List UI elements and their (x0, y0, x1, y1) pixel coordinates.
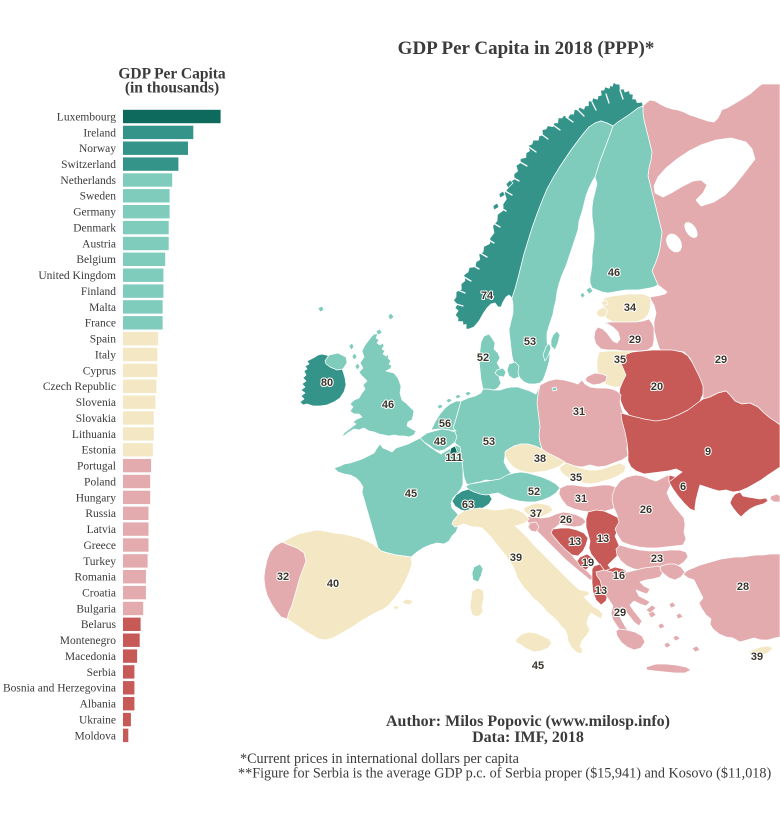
svg-text:40: 40 (327, 578, 339, 590)
svg-text:39: 39 (751, 651, 763, 663)
svg-text:Slovakia: Slovakia (76, 413, 116, 425)
svg-text:45: 45 (405, 488, 417, 500)
svg-text:Data: IMF, 2018: Data: IMF, 2018 (472, 729, 584, 746)
svg-text:Italy: Italy (95, 349, 116, 361)
svg-text:46: 46 (608, 267, 620, 279)
svg-text:Albania: Albania (80, 699, 116, 711)
svg-text:19: 19 (582, 557, 594, 569)
svg-text:Cyprus: Cyprus (83, 365, 117, 377)
svg-text:Portugal: Portugal (77, 461, 116, 473)
svg-text:53: 53 (524, 336, 536, 348)
svg-text:Russia: Russia (85, 508, 116, 520)
svg-text:Belarus: Belarus (81, 619, 117, 631)
svg-text:Hungary: Hungary (76, 492, 116, 504)
svg-text:31: 31 (573, 406, 585, 418)
svg-text:38: 38 (534, 453, 546, 465)
svg-text:20: 20 (651, 381, 663, 393)
svg-text:GDP Per Capita in 2018 (PPP)*: GDP Per Capita in 2018 (PPP)* (398, 38, 655, 59)
svg-text:26: 26 (560, 514, 572, 526)
svg-text:Poland: Poland (84, 476, 116, 488)
svg-text:9: 9 (705, 446, 711, 458)
svg-text:13: 13 (597, 533, 609, 545)
svg-text:Slovenia: Slovenia (76, 397, 116, 409)
svg-text:**Figure for Serbia is the ave: **Figure for Serbia is the average GDP p… (238, 766, 771, 782)
svg-text:Denmark: Denmark (73, 223, 116, 235)
svg-text:Montenegro: Montenegro (60, 635, 116, 647)
svg-text:Luxembourg: Luxembourg (57, 111, 116, 123)
svg-text:Moldova: Moldova (74, 730, 116, 742)
svg-text:Macedonia: Macedonia (65, 651, 116, 663)
svg-text:32: 32 (277, 571, 289, 583)
svg-text:46: 46 (382, 399, 394, 411)
svg-text:35: 35 (570, 472, 582, 484)
svg-text:39: 39 (510, 552, 522, 564)
svg-text:Sweden: Sweden (80, 191, 117, 203)
svg-text:(in thousands): (in thousands) (125, 80, 219, 97)
svg-text:France: France (85, 318, 116, 330)
svg-text:35: 35 (614, 354, 626, 366)
svg-text:Czech Republic: Czech Republic (43, 381, 116, 393)
svg-text:Bosnia and Herzegovina: Bosnia and Herzegovina (3, 683, 116, 695)
svg-text:Author: Milos Popovic (www.mil: Author: Milos Popovic (www.milosp.info) (386, 713, 670, 730)
svg-text:Latvia: Latvia (87, 524, 116, 536)
svg-text:13: 13 (595, 585, 607, 597)
svg-text:Finland: Finland (81, 286, 116, 298)
svg-text:United Kingdom: United Kingdom (38, 270, 116, 282)
svg-text:Bulgaria: Bulgaria (76, 603, 116, 615)
svg-text:Malta: Malta (89, 302, 116, 314)
svg-text:56: 56 (439, 418, 451, 430)
svg-text:53: 53 (483, 436, 495, 448)
svg-text:GDP Per Capita: GDP Per Capita (118, 66, 226, 83)
svg-text:16: 16 (613, 570, 625, 582)
svg-text:Romania: Romania (74, 572, 116, 584)
svg-text:Netherlands: Netherlands (60, 175, 116, 187)
svg-text:63: 63 (462, 499, 474, 511)
svg-text:Austria: Austria (82, 238, 116, 250)
svg-text:13: 13 (569, 536, 581, 548)
svg-text:74: 74 (481, 290, 494, 302)
svg-text:Switzerland: Switzerland (61, 159, 116, 171)
svg-text:23: 23 (651, 553, 663, 565)
svg-text:28: 28 (737, 581, 749, 593)
svg-text:31: 31 (575, 493, 587, 505)
svg-text:111: 111 (445, 452, 462, 464)
svg-text:Greece: Greece (83, 540, 116, 552)
svg-text:Ukraine: Ukraine (79, 715, 116, 727)
svg-text:48: 48 (434, 436, 446, 448)
svg-text:Serbia: Serbia (87, 667, 116, 679)
svg-text:Spain: Spain (90, 334, 116, 346)
svg-text:26: 26 (640, 504, 652, 516)
svg-text:6: 6 (680, 481, 686, 493)
svg-text:52: 52 (528, 486, 540, 498)
svg-text:Lithuania: Lithuania (72, 429, 116, 441)
svg-text:37: 37 (530, 508, 542, 520)
svg-text:*Current prices in internation: *Current prices in international dollars… (240, 751, 520, 767)
svg-text:Turkey: Turkey (83, 556, 116, 568)
svg-text:34: 34 (624, 302, 637, 314)
svg-text:Germany: Germany (73, 207, 116, 219)
svg-text:52: 52 (477, 352, 489, 364)
svg-text:29: 29 (629, 334, 641, 346)
svg-text:80: 80 (321, 377, 333, 389)
svg-text:29: 29 (614, 607, 626, 619)
svg-text:Croatia: Croatia (82, 588, 116, 600)
svg-text:29: 29 (715, 354, 727, 366)
svg-text:Norway: Norway (79, 143, 116, 155)
svg-text:Estonia: Estonia (82, 445, 117, 457)
svg-text:45: 45 (532, 660, 544, 672)
svg-text:Belgium: Belgium (76, 254, 116, 266)
svg-text:Ireland: Ireland (83, 127, 116, 139)
